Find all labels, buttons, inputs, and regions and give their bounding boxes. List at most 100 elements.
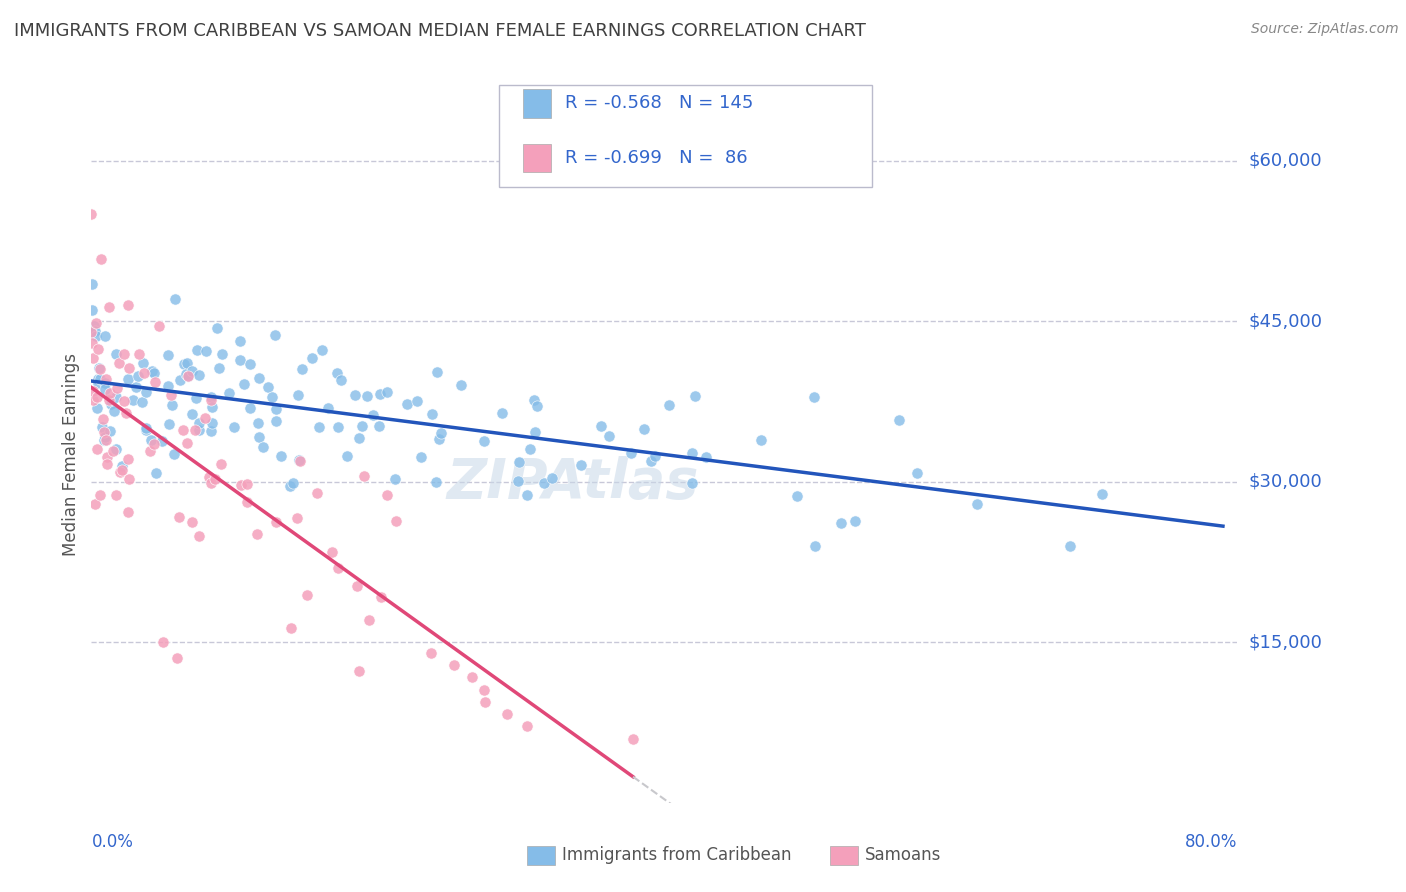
Point: [176, 436, 198, 450]
Point: [516, 719, 538, 733]
Point: [264, 414, 287, 428]
Point: [187, 528, 209, 542]
Point: [346, 579, 368, 593]
Point: [357, 613, 380, 627]
Point: [406, 393, 429, 408]
Text: $15,000: $15,000: [1249, 633, 1322, 651]
Point: [98, 392, 121, 407]
Point: [443, 658, 465, 673]
Point: [211, 347, 233, 361]
Point: [246, 527, 269, 541]
Point: [194, 411, 217, 425]
Point: [288, 454, 311, 468]
Point: [135, 423, 157, 437]
Point: [472, 682, 495, 697]
Point: [143, 437, 166, 451]
Point: [184, 391, 207, 405]
Text: R = -0.699   N =  86: R = -0.699 N = 86: [565, 149, 748, 167]
Point: [156, 379, 179, 393]
Point: [169, 373, 191, 387]
Point: [94, 433, 117, 447]
Point: [495, 707, 517, 722]
Point: [93, 433, 115, 447]
Point: [569, 458, 592, 472]
Point: [278, 479, 301, 493]
Point: [367, 418, 389, 433]
Point: [523, 425, 546, 440]
Point: [491, 407, 513, 421]
Point: [301, 351, 323, 366]
Point: [152, 635, 174, 649]
Point: [188, 368, 211, 382]
Point: [173, 357, 195, 371]
Point: [281, 475, 304, 490]
Point: [426, 366, 449, 380]
Y-axis label: Median Female Earnings: Median Female Earnings: [62, 353, 80, 557]
Point: [172, 423, 194, 437]
Point: [370, 591, 392, 605]
Point: [343, 388, 366, 402]
Point: [82, 351, 104, 365]
Point: [681, 475, 703, 490]
Point: [124, 380, 146, 394]
Point: [157, 348, 180, 362]
Point: [233, 376, 256, 391]
Point: [98, 386, 121, 401]
Point: [420, 646, 443, 660]
Point: [907, 466, 929, 480]
Point: [200, 424, 222, 438]
Point: [141, 364, 163, 378]
Point: [356, 389, 378, 403]
Text: $60,000: $60,000: [1249, 152, 1322, 169]
Point: [352, 418, 374, 433]
Point: [336, 449, 359, 463]
Point: [229, 352, 252, 367]
Point: [683, 389, 706, 403]
Point: [326, 366, 349, 380]
Point: [186, 343, 208, 357]
Point: [82, 303, 104, 318]
Point: [86, 390, 108, 404]
Point: [118, 472, 141, 486]
Point: [231, 478, 253, 492]
Point: [288, 452, 311, 467]
Point: [80, 207, 103, 221]
Point: [200, 475, 222, 490]
Point: [308, 419, 330, 434]
Text: Samoans: Samoans: [865, 847, 941, 864]
Text: R = -0.568   N = 145: R = -0.568 N = 145: [565, 95, 754, 112]
Point: [117, 505, 139, 519]
Point: [326, 560, 349, 574]
Point: [384, 472, 406, 486]
Point: [143, 376, 166, 390]
Point: [786, 489, 808, 503]
Point: [111, 459, 134, 474]
Point: [311, 343, 333, 357]
Point: [84, 329, 107, 343]
Point: [115, 406, 138, 420]
Point: [287, 387, 309, 401]
Point: [87, 361, 110, 376]
Point: [118, 361, 141, 376]
Point: [368, 387, 391, 401]
Point: [229, 334, 252, 348]
Point: [105, 381, 128, 395]
Point: [218, 385, 240, 400]
Point: [966, 497, 988, 511]
Point: [295, 588, 318, 602]
Point: [363, 408, 385, 422]
Point: [142, 366, 165, 380]
Point: [385, 514, 408, 528]
Point: [749, 433, 772, 447]
Point: [347, 432, 370, 446]
Point: [200, 401, 222, 415]
Point: [174, 367, 197, 381]
Point: [91, 420, 114, 434]
Point: [239, 358, 262, 372]
Point: [200, 392, 222, 407]
Point: [87, 376, 110, 391]
Point: [375, 487, 398, 501]
Point: [516, 488, 538, 502]
Point: [89, 362, 111, 376]
Point: [598, 429, 620, 443]
